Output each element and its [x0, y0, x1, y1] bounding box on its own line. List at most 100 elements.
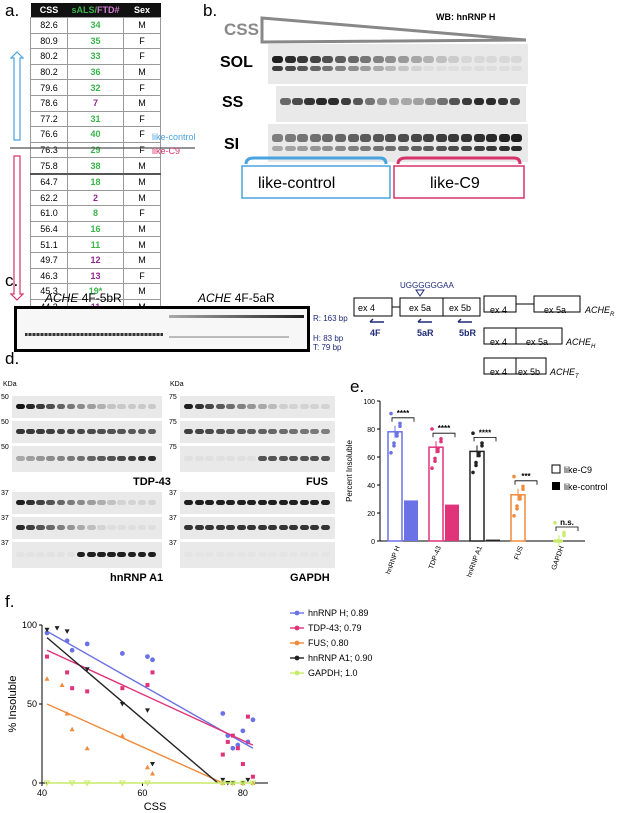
blot-band: [299, 500, 309, 505]
blot-band: [107, 429, 116, 434]
legend-marker: [294, 640, 300, 646]
blot-band: [278, 456, 288, 461]
blot-band: [272, 134, 284, 142]
blot-band: [509, 98, 521, 105]
panel-d-blot: [180, 421, 335, 443]
blot-band: [486, 56, 498, 63]
blot-si: [268, 124, 528, 162]
blot-band: [486, 134, 498, 142]
data-point: [395, 431, 399, 435]
blot-band: [215, 456, 225, 461]
panel-d-blot: [12, 446, 162, 472]
gel-band-right-r: [169, 315, 304, 318]
data-point: [512, 474, 516, 479]
blot-band: [448, 66, 460, 71]
data-point: [235, 746, 240, 751]
legend-swatch-like-c9: [551, 464, 561, 474]
exon-ex5b: ex 5b: [449, 303, 472, 313]
data-point: [245, 714, 250, 719]
panel-d-blot: [180, 446, 335, 472]
blot-band: [226, 456, 235, 461]
blot-band: [107, 500, 116, 505]
blot-band: [511, 146, 523, 151]
blot-band: [360, 56, 372, 63]
primer-5br: 5bR: [459, 328, 477, 338]
bar-like-control: [445, 504, 459, 541]
blot-band: [461, 98, 473, 105]
iso-r-gene: ACHE: [585, 305, 611, 315]
blot-band: [310, 404, 319, 409]
blot-band: [320, 525, 330, 530]
data-point: [250, 774, 255, 779]
blot-band: [205, 456, 214, 461]
blot-band: [226, 404, 235, 409]
blot-band: [194, 404, 204, 409]
blot-band: [385, 134, 397, 142]
blot-band: [473, 66, 485, 71]
header-sex: Sex: [123, 3, 161, 18]
blot-band: [297, 56, 309, 63]
cell-sex: F: [123, 267, 161, 285]
data-point: [144, 764, 150, 770]
data-point: [145, 683, 150, 688]
iso-r-sub: R: [610, 311, 615, 318]
blot-band: [147, 552, 157, 557]
y-tick-label: 100: [363, 399, 375, 406]
blot-band: [184, 456, 193, 461]
blot-band: [449, 98, 460, 105]
blot-band: [184, 500, 193, 505]
blot-band: [347, 146, 359, 151]
data-point: [430, 466, 434, 470]
category-label: hnRNP H: [385, 545, 402, 575]
data-point: [562, 530, 566, 535]
significance-label: ****: [397, 409, 410, 418]
blot-band: [511, 66, 523, 71]
data-point: [471, 431, 475, 435]
blot-band: [410, 134, 422, 142]
blot-band: [310, 500, 319, 505]
blot-band: [473, 56, 485, 63]
blot-band: [272, 146, 284, 151]
legend-marker: [294, 670, 300, 676]
blot-band: [309, 56, 321, 63]
blot-band: [76, 456, 86, 461]
blot-band: [316, 98, 327, 105]
blot-band: [410, 56, 422, 63]
data-point: [398, 421, 402, 426]
blot-band: [127, 429, 137, 434]
x-tick-label: 80: [238, 788, 248, 798]
kda-right: KDa: [170, 381, 184, 388]
blot-band: [268, 525, 277, 530]
data-point: [70, 686, 75, 691]
blot-band: [117, 456, 127, 461]
blot-band: [97, 500, 106, 505]
significance-label: ***: [521, 472, 531, 481]
blot-band: [485, 98, 497, 105]
table-row: 76.3 29 F: [30, 141, 161, 159]
blot-band: [398, 56, 410, 63]
panel-d-blot: [12, 492, 162, 514]
blot-band: [205, 500, 214, 505]
blot-band: [117, 429, 127, 434]
iso-r-ex5a: ex 5a: [544, 305, 567, 315]
legend-label: FUS; 0.80: [308, 638, 349, 648]
legend-label: hnRNP H; 0.89: [308, 608, 368, 618]
wb-label: WB: hnRNP H: [436, 12, 496, 22]
blot-band: [194, 500, 204, 505]
blot-band: [320, 429, 330, 434]
data-point: [150, 657, 155, 663]
table-row: 82.6 34 M: [30, 17, 161, 34]
blot-band: [278, 429, 288, 434]
blot-band: [147, 456, 157, 461]
data-point: [250, 717, 256, 723]
blot-band: [284, 146, 296, 151]
blot-band: [435, 56, 447, 63]
blot-band: [66, 500, 76, 505]
blot-band: [36, 525, 45, 530]
data-point: [430, 427, 434, 431]
blot-band: [410, 66, 422, 71]
blot-band: [247, 525, 256, 530]
blot-band: [97, 456, 106, 461]
y-tick-label: 60: [367, 455, 375, 462]
